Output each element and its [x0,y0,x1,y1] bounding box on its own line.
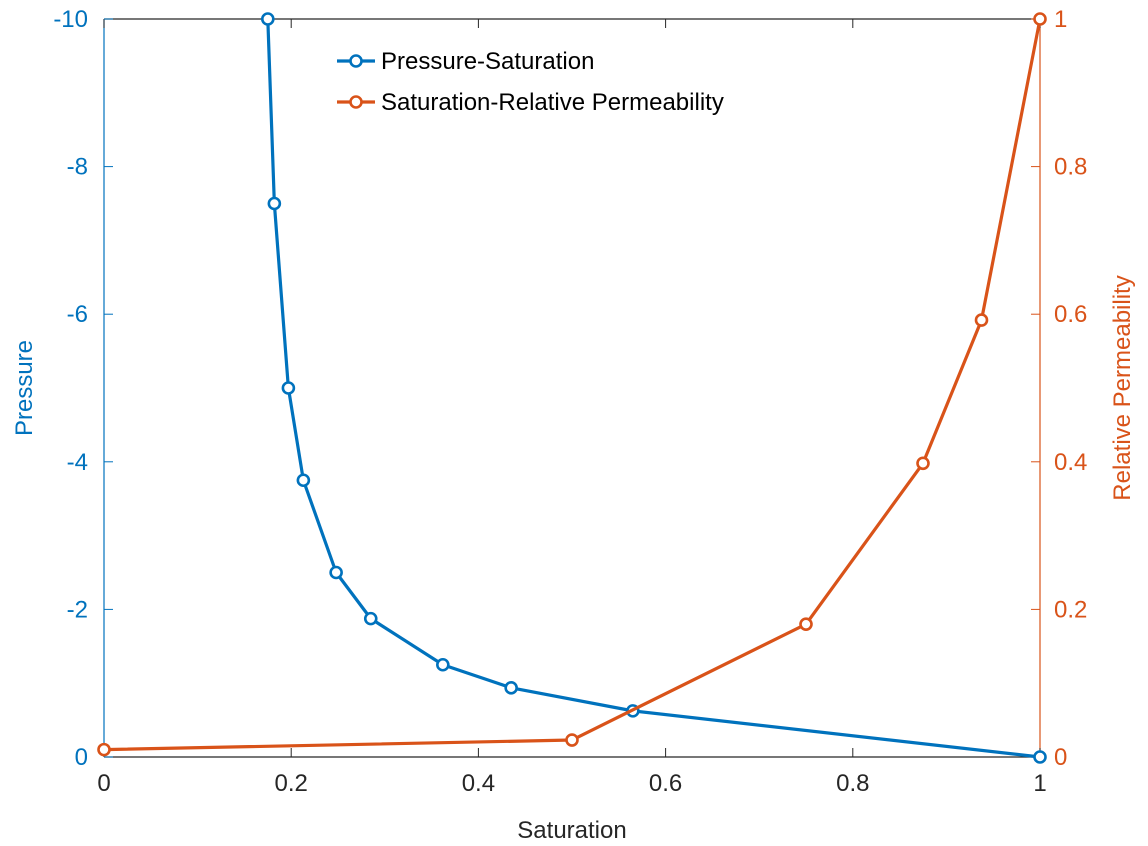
right-tick-label: 0.8 [1054,154,1087,181]
right-tick-label: 0.4 [1054,449,1087,476]
left-tick-label: -2 [67,596,88,623]
series-2-point [974,313,989,327]
right-tick-label: 1 [1054,6,1067,33]
series-1-point [436,657,450,672]
series-2-point [916,456,930,471]
series-1-point [281,381,296,395]
series-1-point [267,196,282,211]
x-tick-label: 0.4 [462,770,495,797]
legend-swatch-marker [349,54,363,68]
left-axis-title: Pressure [11,340,38,436]
left-tick-label: -10 [53,6,88,33]
series-1-point [296,473,311,488]
series-line-1 [266,18,1041,759]
series-1-point [1033,750,1047,764]
legend-swatch-marker [349,95,363,109]
left-tick-label: -6 [67,301,88,328]
x-tick-label: 0.6 [649,770,682,797]
series-1-point [329,565,343,580]
legend-label: Pressure-Saturation [381,48,594,75]
series-2-point [1033,12,1047,26]
series-1-point [260,12,275,26]
x-tick-label: 0.2 [275,770,308,797]
left-tick-label: -4 [67,449,88,476]
series-1-point [363,611,378,626]
series-2-point [565,733,579,747]
series-line-2 [103,18,1042,752]
legend: Pressure-Saturation Saturation-Relative P… [337,48,724,116]
left-tick-label: 0 [75,744,88,771]
x-axis-title: Saturation [517,817,626,844]
right-axis-title: Relative Permeability [1109,275,1136,500]
legend-label: Saturation-Relative Permeability [381,89,724,116]
series-2-point [97,742,111,757]
left-tick-label: -8 [67,154,88,181]
series-group [97,12,1047,764]
x-tick-label: 1 [1033,770,1046,797]
right-tick-label: 0.6 [1054,301,1087,328]
series-2-point [799,617,813,631]
x-tick-label: 0 [97,770,110,797]
x-tick-label: 0.8 [836,770,869,797]
series-1-point [504,681,518,695]
axes-group: 0 0.2 0.4 0.6 0.8 10-2-4-6-8-1000.20.40.60.81… [11,6,1136,844]
right-tick-label: 0.2 [1054,596,1087,623]
right-tick-label: 0 [1054,744,1067,771]
